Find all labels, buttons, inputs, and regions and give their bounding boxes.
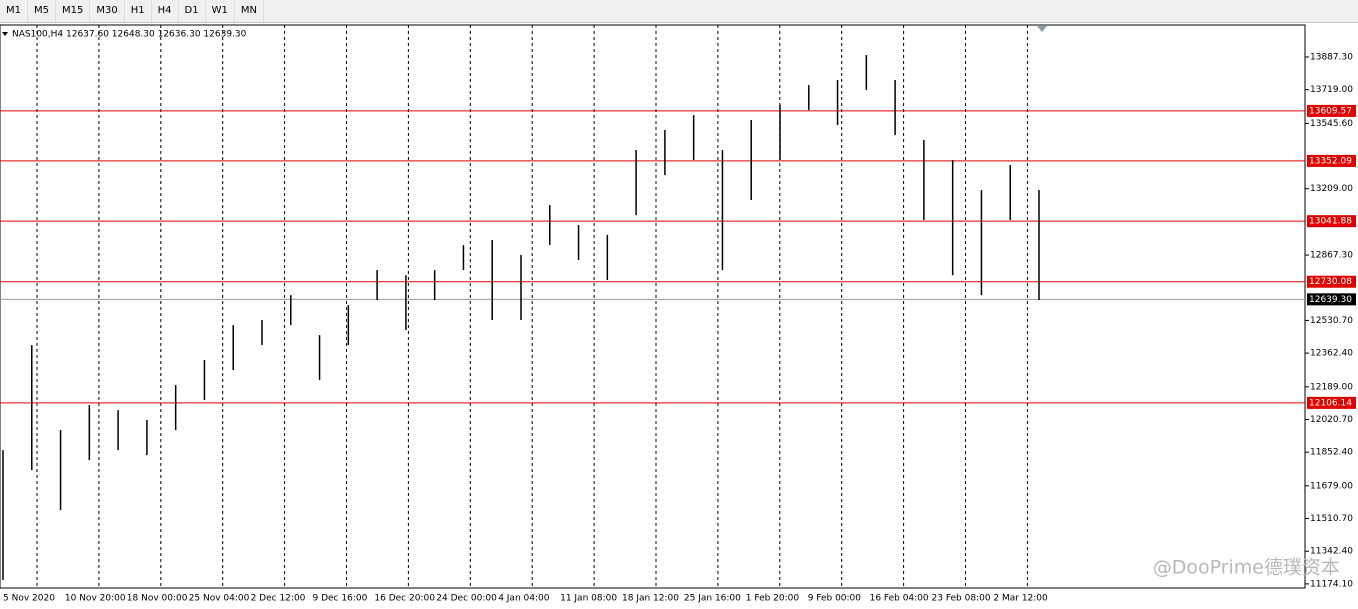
y-tick-label: 11342.40 xyxy=(1310,547,1353,557)
y-tick-label: 12020.70 xyxy=(1310,415,1353,425)
x-tick-label: 24 Dec 00:00 xyxy=(436,594,497,604)
level-label-bg xyxy=(1307,396,1356,409)
level-label-bg xyxy=(1307,104,1356,117)
timeframe-button[interactable]: M1 xyxy=(0,0,28,22)
x-tick-label: 23 Feb 08:00 xyxy=(932,594,991,604)
y-tick-label: 12189.00 xyxy=(1310,382,1353,392)
symbol-arrow xyxy=(2,32,8,36)
timeframe-button[interactable]: M5 xyxy=(28,0,56,22)
level-label: 12106.14 xyxy=(1309,398,1352,408)
x-tick-label: 18 Jan 12:00 xyxy=(622,594,679,604)
level-label-bg xyxy=(1307,215,1356,228)
y-tick-label: 12362.40 xyxy=(1310,349,1353,359)
chart-title: NAS100,H4 12637.60 12648.30 12636.30 126… xyxy=(12,30,247,40)
shift-marker xyxy=(1037,26,1047,32)
x-tick-label: 9 Dec 16:00 xyxy=(313,594,368,604)
timeframe-button[interactable]: M30 xyxy=(90,0,125,22)
y-tick-label: 12867.30 xyxy=(1310,251,1353,261)
x-tick-label: 10 Nov 20:00 xyxy=(65,594,126,604)
x-tick-label: 1 Feb 20:00 xyxy=(746,594,800,604)
y-tick-label: 11852.40 xyxy=(1310,448,1353,458)
plot-frame xyxy=(0,24,1306,589)
x-tick-label: 25 Jan 16:00 xyxy=(684,594,741,604)
x-tick-label: 5 Nov 2020 xyxy=(3,594,55,604)
timeframe-button[interactable]: H1 xyxy=(125,0,152,22)
timeframe-button[interactable]: W1 xyxy=(206,0,235,22)
y-tick-label: 11679.00 xyxy=(1310,481,1353,491)
timeframe-button[interactable]: H4 xyxy=(152,0,179,22)
x-tick-label: 11 Jan 08:00 xyxy=(560,594,617,604)
x-tick-label: 25 Nov 04:00 xyxy=(189,594,250,604)
x-tick-label: 2 Mar 12:00 xyxy=(993,594,1048,604)
x-tick-label: 16 Feb 04:00 xyxy=(870,594,929,604)
timeframe-toolbar: M1 M5 M15 M30 H1 H4 D1 W1 MN xyxy=(0,0,1358,23)
level-label-bg xyxy=(1307,275,1356,288)
y-tick-label: 13545.60 xyxy=(1310,119,1353,129)
level-label: 12730.08 xyxy=(1309,277,1352,287)
timeframe-button[interactable]: D1 xyxy=(179,0,206,22)
x-tick-label: 2 Dec 12:00 xyxy=(251,594,306,604)
timeframe-button[interactable]: M15 xyxy=(56,0,91,22)
chart: NAS100,H4 12637.60 12648.30 12636.30 126… xyxy=(0,24,1356,604)
y-tick-label: 13209.00 xyxy=(1310,184,1353,194)
watermark: @DooPrime德璞资本 xyxy=(1153,557,1340,579)
x-tick-label: 9 Feb 00:00 xyxy=(808,594,862,604)
current-price-bg xyxy=(1307,293,1356,306)
x-tick-label: 4 Jan 04:00 xyxy=(498,594,550,604)
y-tick-label: 11510.70 xyxy=(1310,514,1353,524)
x-tick-label: 16 Dec 20:00 xyxy=(374,594,435,604)
y-tick-label: 13887.30 xyxy=(1310,52,1353,62)
level-label: 13352.09 xyxy=(1309,156,1352,166)
level-label: 13041.88 xyxy=(1309,217,1352,227)
x-tick-label: 18 Nov 00:00 xyxy=(127,594,188,604)
y-tick-label: 12530.70 xyxy=(1310,316,1353,326)
y-tick-label: 11174.10 xyxy=(1310,579,1353,589)
timeframe-button[interactable]: MN xyxy=(235,0,264,22)
level-label: 13609.57 xyxy=(1309,106,1352,116)
level-label-bg xyxy=(1307,154,1356,167)
current-price-label: 12639.30 xyxy=(1309,295,1352,305)
y-tick-label: 13719.00 xyxy=(1310,85,1353,95)
